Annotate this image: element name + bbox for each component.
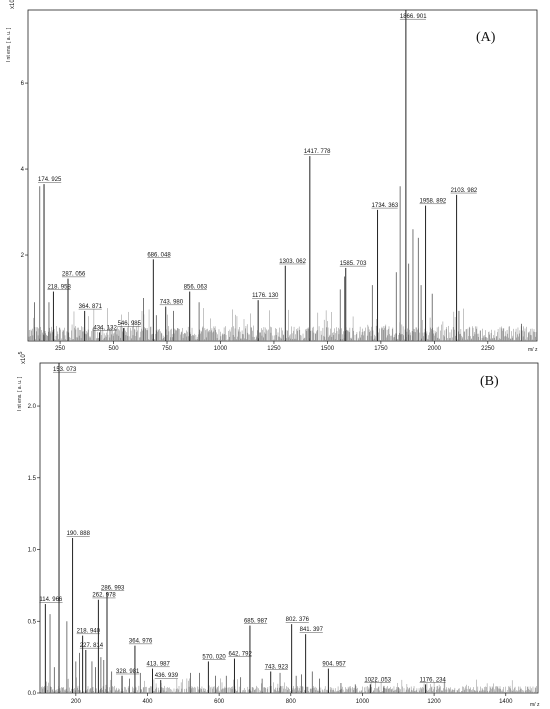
peak-label: 364. 871 (79, 304, 103, 310)
peak-label: 364. 976 (129, 639, 153, 645)
peak-label: 686. 048 (147, 252, 171, 258)
peak-label: 642. 792 (228, 652, 252, 658)
y-axis-label: I nt ens. [ a. u. ] (17, 376, 23, 411)
y-tick-label: 6 (21, 81, 25, 87)
exponent-power: 5 (18, 351, 24, 354)
panel-label: (B) (480, 374, 499, 389)
peak-label: 1176. 130 (252, 293, 279, 299)
peak-label: 1417. 778 (304, 149, 331, 155)
plot-frame (39, 362, 539, 694)
plot-frame (27, 9, 538, 342)
peak-label: 114. 966 (39, 597, 63, 603)
x-tick-label: 750 (162, 346, 173, 352)
peak-label: 287. 056 (62, 272, 86, 278)
x-axis-label: m/ z (528, 347, 538, 353)
x-tick-label: 1000 (214, 346, 228, 352)
x-tick-label: 2000 (428, 346, 442, 352)
x-tick-label: 1750 (374, 346, 388, 352)
peak-label: 856. 063 (184, 285, 208, 291)
peak-label: 1176. 234 (420, 677, 447, 683)
peak-label: 218. 940 (77, 629, 101, 635)
peak-label: 546. 985 (118, 321, 142, 327)
peak-label: 1022. 053 (364, 677, 391, 683)
peak-label: 685. 987 (244, 619, 268, 625)
x-tick-label: 1250 (267, 346, 281, 352)
y-axis-label: I nt ens. [ a. u. ] (6, 27, 12, 62)
peak-label: 174. 925 (38, 177, 62, 183)
peak-label: 743. 923 (265, 664, 289, 670)
peak-label: 1958. 892 (420, 199, 447, 205)
peak-label: 802. 376 (286, 617, 310, 623)
y-tick-label: 1.0 (28, 548, 37, 554)
peak-label: 286. 993 (101, 586, 125, 592)
panel-label: (A) (476, 30, 496, 45)
y-tick-label: 1.5 (28, 476, 37, 482)
y-axis-exponent: x105 (18, 351, 27, 364)
peak-label: 227. 814 (80, 643, 104, 649)
x-tick-label: 1000 (356, 699, 370, 705)
spectrum-a: 174. 925 218. 958 287. 056 364. 871 434. 132… (6, 0, 538, 353)
y-tick-label: 4 (21, 167, 25, 173)
y-tick-label: 0.5 (28, 619, 37, 625)
x-tick-label: 1200 (427, 699, 441, 705)
x-tick-label: 2250 (481, 346, 495, 352)
x-tick-label: 1500 (321, 346, 335, 352)
exponent-base: x10 (21, 354, 27, 364)
peak-label: 743. 980 (160, 300, 184, 306)
y-tick-label: 2 (21, 253, 25, 259)
x-axis-label: m/ z (530, 702, 540, 708)
peak-label: 262. 978 (92, 593, 116, 599)
peak-label: 1866. 901 (400, 14, 427, 20)
peak-label: 841. 397 (300, 627, 324, 633)
x-tick-label: 500 (109, 346, 120, 352)
spectrum-b: 114. 966 153. 073 190. 888 218. 940 227. 814… (17, 351, 540, 708)
peak-label: 1734. 363 (372, 203, 399, 209)
peak-label: 434. 132 (93, 325, 117, 331)
exponent-base: x10 (10, 0, 16, 9)
x-tick-label: 250 (55, 346, 66, 352)
y-axis-exponent: x104 (7, 0, 16, 9)
baseline-noise (41, 677, 537, 693)
x-tick-label: 400 (142, 699, 153, 705)
x-tick-label: 1400 (499, 699, 513, 705)
peak-label: 436. 939 (155, 673, 179, 679)
y-tick-label: 0.0 (28, 691, 37, 697)
x-tick-label: 200 (71, 699, 82, 705)
x-tick-label: 800 (286, 699, 297, 705)
peak-label: 904. 957 (322, 662, 346, 668)
peak-label: 190. 888 (67, 531, 91, 537)
peak-label: 218. 958 (47, 285, 71, 291)
y-tick-label: 2.0 (28, 404, 37, 410)
peak-label: 413. 987 (146, 662, 170, 668)
peak-label: 153. 073 (53, 367, 77, 373)
peak-label: 1303. 062 (279, 259, 306, 265)
peak-label: 570. 020 (202, 654, 226, 660)
x-tick-label: 600 (214, 699, 225, 705)
peak-label: 2103. 982 (451, 188, 478, 194)
peak-label: 328. 981 (116, 669, 140, 675)
peak-label: 1585. 703 (340, 261, 367, 267)
